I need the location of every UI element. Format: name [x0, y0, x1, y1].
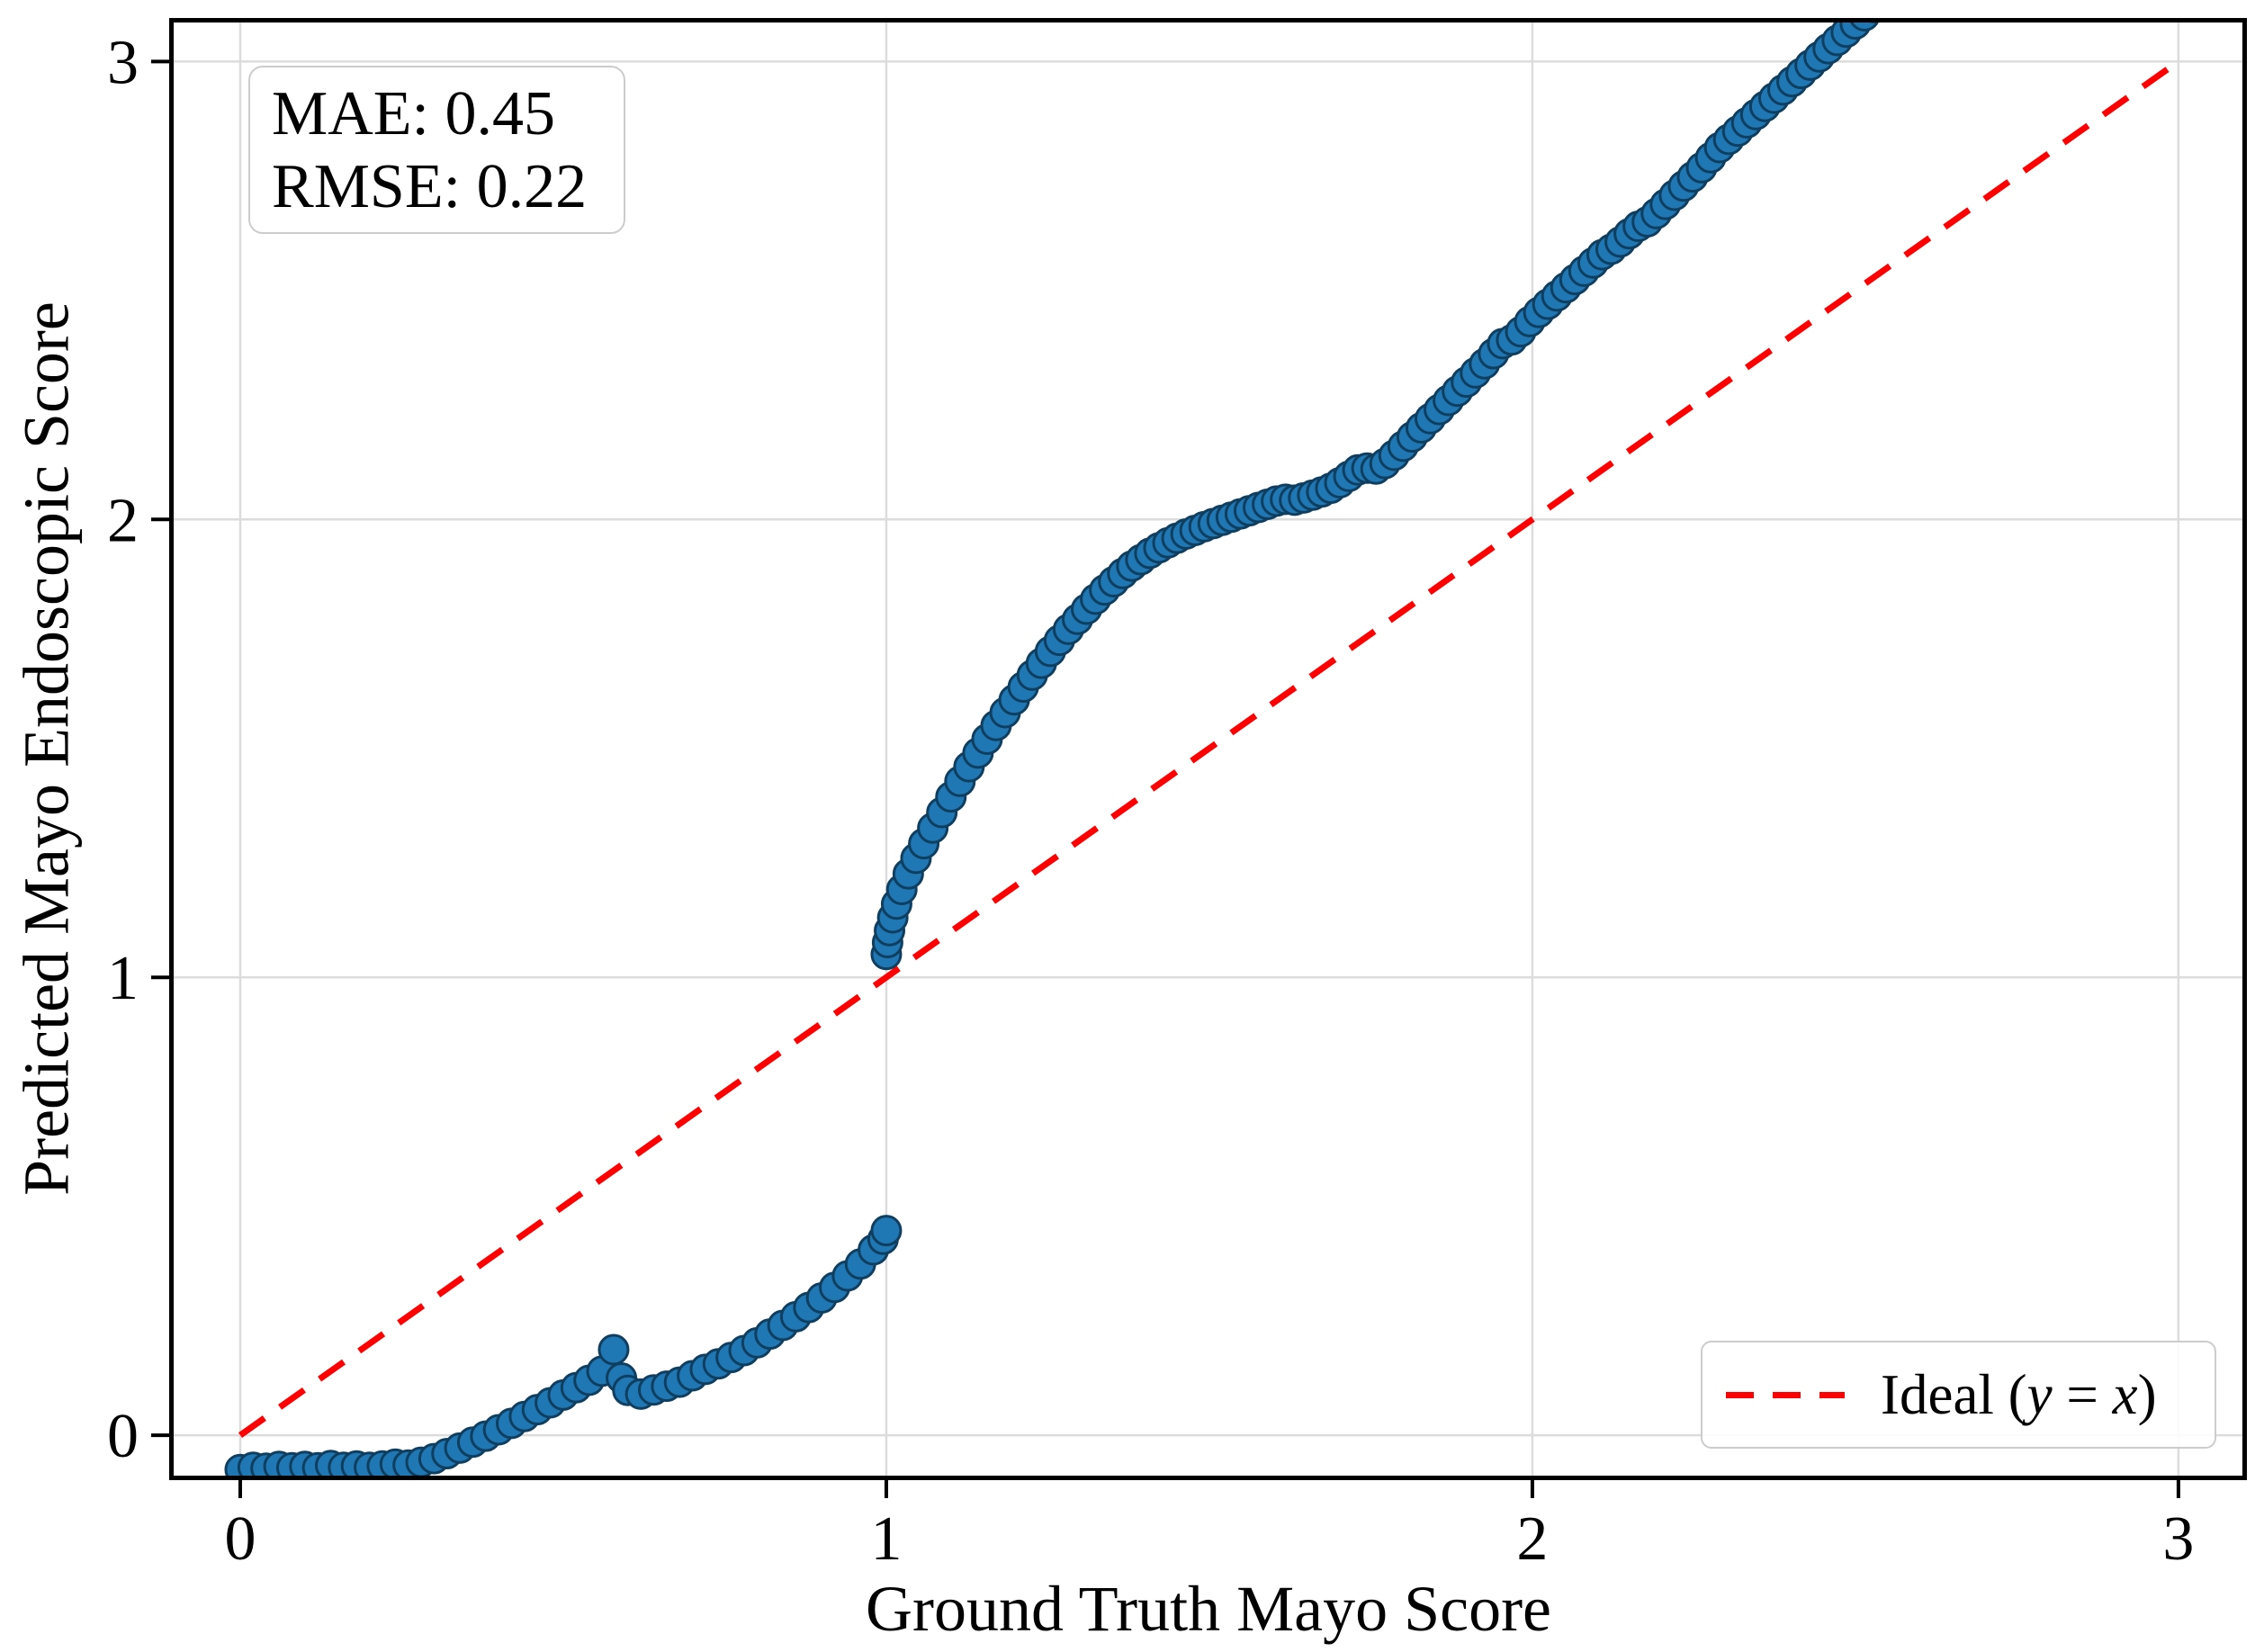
- mae-value: MAE: 0.45: [272, 79, 555, 148]
- tick-marks: [151, 59, 2180, 1498]
- x-tick-label: 3: [2162, 1504, 2194, 1574]
- legend-label-x-var: x: [2112, 1362, 2138, 1426]
- legend-label-equals: =: [2052, 1362, 2113, 1426]
- x-tick-label: 1: [870, 1504, 902, 1574]
- legend-label-suffix: ): [2137, 1362, 2157, 1426]
- legend: Ideal (y = x): [1701, 1341, 2216, 1449]
- legend-entry-label: Ideal (y = x): [1881, 1362, 2157, 1428]
- y-tick-label: 2: [107, 486, 139, 555]
- y-tick-label: 1: [107, 944, 139, 1013]
- y-tick-label: 0: [107, 1402, 139, 1471]
- ideal-line: [238, 58, 2180, 1438]
- axes-spines: [169, 18, 2247, 1480]
- legend-label-prefix: Ideal (: [1881, 1362, 2027, 1426]
- data-point: [870, 1215, 903, 1247]
- x-axis-label: Ground Truth Mayo Score: [865, 1573, 1552, 1645]
- plot-border: [169, 18, 2247, 1480]
- metrics-annotation-box: MAE: 0.45 RMSE: 0.22: [248, 66, 625, 234]
- scatter-series: [224, 18, 1886, 1480]
- legend-label-y-var: y: [2026, 1362, 2053, 1426]
- x-tick-label: 0: [224, 1504, 256, 1574]
- rmse-value: RMSE: 0.22: [272, 151, 588, 221]
- tick-labels: 0 1 2 3 0 1 2 3: [107, 28, 2194, 1574]
- ideal-identity-line: [238, 58, 2180, 1438]
- x-tick-label: 2: [1516, 1504, 1548, 1574]
- y-tick-label: 3: [107, 28, 139, 97]
- data-point: [1848, 18, 1881, 31]
- data-point: [597, 1333, 630, 1366]
- legend-dashed-line-sample: [1726, 1391, 1845, 1398]
- y-axis-label: Predicted Mayo Endoscopic Score: [10, 301, 83, 1196]
